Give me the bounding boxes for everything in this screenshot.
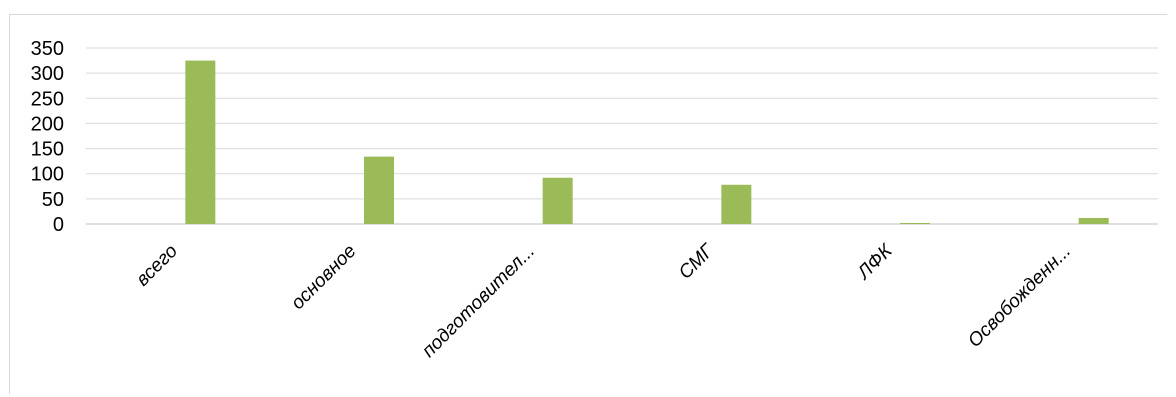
x-tick-label: всего [132,241,182,291]
gridlines [86,47,1158,225]
x-tick-label: ЛФК [852,239,897,284]
bars [185,60,1109,225]
bar [364,156,395,224]
y-tick-label: 50 [42,189,64,211]
y-tick-label: 100 [31,164,64,186]
bar [900,222,931,224]
x-tick-label: основное [287,241,360,314]
y-tick-label: 250 [31,88,64,110]
x-tick-label: подготовител... [418,241,539,362]
bar [185,60,216,225]
chart-frame [9,14,1167,394]
x-tick-label: СМГ [675,240,719,284]
y-tick-label: 0 [53,214,64,236]
y-axis-ticks: 0 50 100 150 200 250 300 350 [31,38,64,236]
y-tick-label: 300 [31,63,64,85]
bar [542,177,573,224]
y-tick-label: 200 [31,113,64,135]
y-tick-label: 150 [31,139,64,161]
bar [1078,217,1109,224]
x-tick-label: Освобожденн... [964,241,1075,352]
y-tick-label: 350 [31,38,64,60]
x-axis-labels: всего основное подготовител... СМГ ЛФК Освобо… [132,239,1075,361]
bar [721,184,752,224]
